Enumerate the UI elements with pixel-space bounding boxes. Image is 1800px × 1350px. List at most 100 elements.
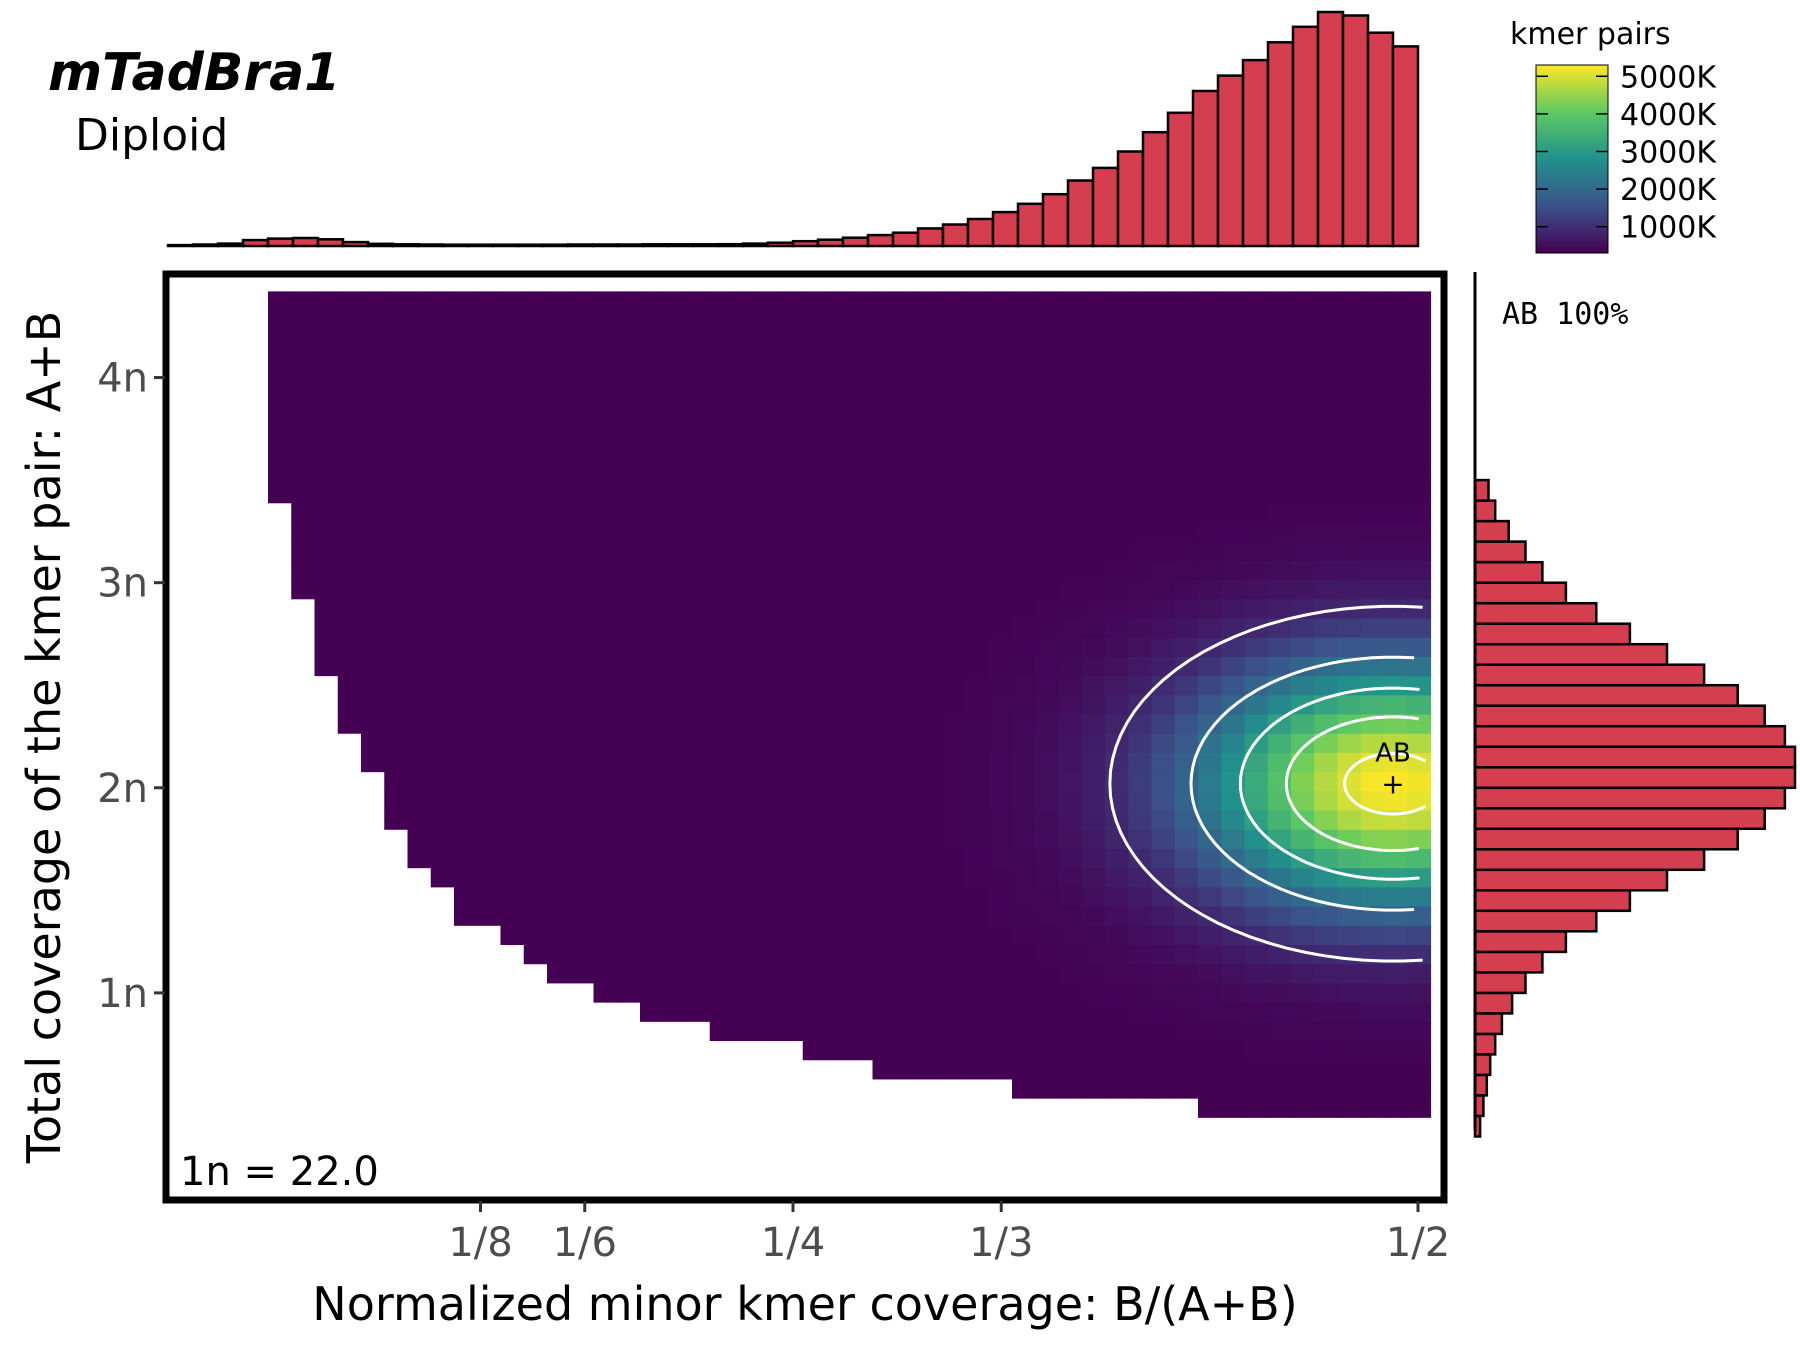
- heatmap-cell: [919, 829, 943, 849]
- heatmap-cell: [1221, 329, 1246, 350]
- heatmap-cell: [1221, 1098, 1246, 1118]
- heatmap-cell: [849, 790, 874, 811]
- heatmap-cell: [616, 464, 641, 485]
- heatmap-cell: [709, 617, 734, 638]
- heatmap-cell: [802, 733, 827, 753]
- top-histogram-bar: [491, 243, 520, 248]
- heatmap-cell: [361, 675, 385, 696]
- heatmap-cell: [477, 906, 502, 926]
- heatmap-cell: [1291, 406, 1315, 427]
- heatmap-cell: [849, 867, 874, 888]
- heatmap-cell: [1267, 598, 1292, 619]
- heatmap-cell: [965, 368, 990, 389]
- heatmap-cell: [942, 733, 967, 753]
- heatmap-cell: [523, 329, 548, 350]
- heatmap-cell: [756, 368, 781, 389]
- heatmap-cell: [1012, 848, 1036, 869]
- heatmap-cell: [616, 387, 641, 408]
- heatmap-cell: [1291, 560, 1315, 581]
- heatmap-cell: [1337, 406, 1362, 427]
- heatmap-cell: [1337, 521, 1362, 542]
- heatmap-cell: [454, 886, 478, 907]
- heatmap-cell: [1221, 502, 1246, 523]
- heatmap-cell: [733, 502, 757, 523]
- heatmap-cell: [1035, 310, 1060, 331]
- heatmap-cell: [872, 867, 897, 888]
- heatmap-cell: [477, 387, 502, 408]
- heatmap-cell: [826, 521, 850, 542]
- heatmap-cell: [988, 713, 1013, 734]
- heatmap-cell: [1198, 925, 1222, 946]
- legend-title: kmer pairs: [1510, 17, 1671, 52]
- heatmap-cell: [593, 617, 618, 638]
- heatmap-cell: [663, 502, 688, 523]
- heatmap-cell: [988, 387, 1013, 408]
- heatmap-cell: [1360, 809, 1385, 830]
- heatmap-cell: [523, 771, 548, 792]
- heatmap-cell: [895, 291, 920, 312]
- heatmap-cell: [640, 541, 664, 561]
- heatmap-cell: [523, 406, 548, 427]
- heatmap-cell: [361, 502, 385, 523]
- heatmap-cell: [616, 867, 641, 888]
- heatmap-cell: [1198, 1078, 1222, 1099]
- heatmap-cell: [756, 329, 781, 350]
- heatmap-cell: [1291, 637, 1315, 657]
- heatmap-cell: [1058, 848, 1083, 869]
- heatmap-cell: [1337, 560, 1362, 581]
- heatmap-cell: [361, 329, 385, 350]
- heatmap-cell: [686, 291, 711, 312]
- heatmap-cell: [1105, 982, 1129, 1003]
- heatmap-cell: [1128, 867, 1153, 888]
- heatmap-cell: [570, 944, 595, 965]
- heatmap-cell: [779, 445, 804, 465]
- right-histogram-bar: [1473, 909, 1598, 933]
- heatmap-cell: [1221, 1040, 1246, 1061]
- heatmap-cell: [1384, 425, 1408, 446]
- heatmap-cell: [1081, 617, 1106, 638]
- heatmap-cell: [547, 656, 571, 677]
- heatmap-cell: [1128, 1059, 1153, 1080]
- heatmap-cell: [965, 1021, 990, 1042]
- heatmap-cell: [1058, 387, 1083, 408]
- heatmap-cell: [1384, 445, 1408, 465]
- heatmap-cell: [1012, 752, 1036, 773]
- heatmap-cell: [1035, 579, 1060, 600]
- heatmap-cell: [1081, 944, 1106, 965]
- heatmap-cell: [1291, 425, 1315, 446]
- heatmap-cell: [616, 329, 641, 350]
- heatmap-cell: [1105, 752, 1129, 773]
- heatmap-cell: [988, 944, 1013, 965]
- heatmap-cell: [1221, 617, 1246, 638]
- heatmap-cell: [1314, 982, 1339, 1003]
- heatmap-cell: [570, 713, 595, 734]
- heatmap-cell: [895, 713, 920, 734]
- heatmap-cell: [779, 906, 804, 926]
- heatmap-cell: [1151, 809, 1176, 830]
- heatmap-cell: [1128, 310, 1153, 331]
- heatmap-cell: [1244, 387, 1269, 408]
- heatmap-cell: [430, 675, 455, 696]
- heatmap-cell: [1105, 694, 1129, 715]
- heatmap-cell: [1128, 713, 1153, 734]
- heatmap-cell: [965, 406, 990, 427]
- heatmap-cell: [872, 733, 897, 753]
- heatmap-cell: [965, 502, 990, 523]
- heatmap-cell: [756, 502, 781, 523]
- heatmap-cell: [733, 829, 757, 849]
- heatmap-cell: [872, 445, 897, 465]
- right-histogram-bar: [1473, 991, 1514, 1015]
- heatmap-cell: [1314, 848, 1339, 869]
- heatmap-cell: [640, 675, 664, 696]
- heatmap-cell: [802, 368, 827, 389]
- heatmap-cell: [1035, 694, 1060, 715]
- heatmap-cell: [1035, 733, 1060, 753]
- heatmap-cell: [1244, 445, 1269, 465]
- heatmap-cell: [849, 925, 874, 946]
- heatmap-cell: [547, 713, 571, 734]
- heatmap-cell: [1151, 848, 1176, 869]
- heatmap-cell: [1291, 982, 1315, 1003]
- heatmap-cell: [942, 809, 967, 830]
- heatmap-cell: [872, 368, 897, 389]
- heatmap-cell: [1105, 886, 1129, 907]
